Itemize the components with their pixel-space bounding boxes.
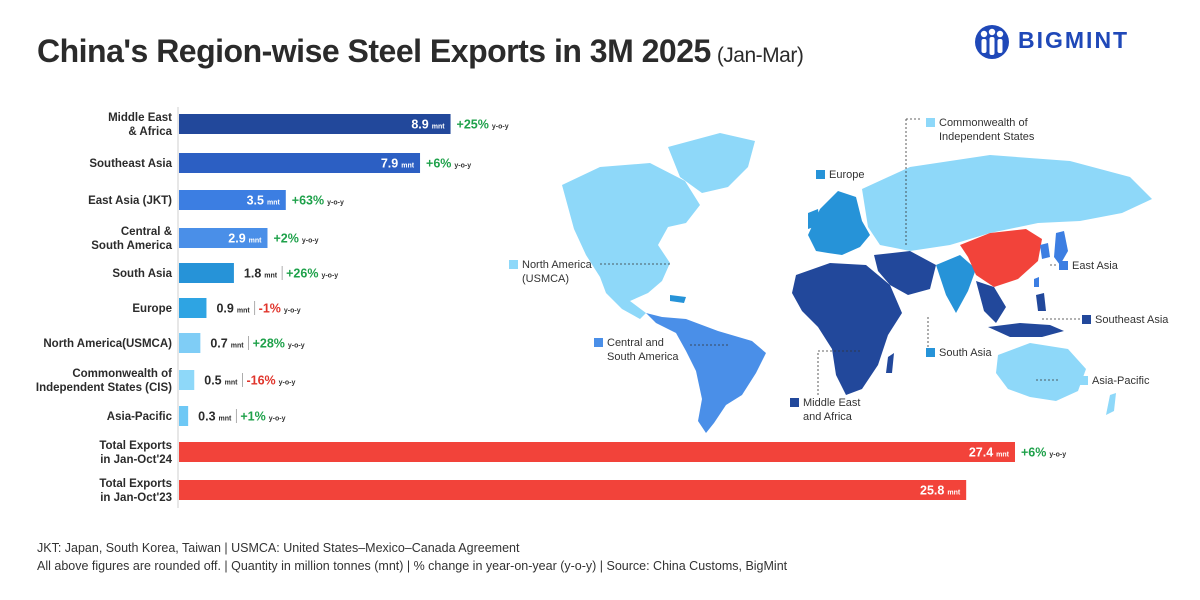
- category-label: Southeast Asia: [89, 158, 172, 170]
- category-label: Middle East & Africa: [108, 112, 173, 138]
- map-region-south-america: [646, 313, 766, 433]
- map-region-new-zealand: [1106, 393, 1116, 415]
- legend-swatch: [509, 260, 518, 269]
- value-label: 0.9 mnt: [216, 302, 250, 316]
- bar: [179, 263, 234, 283]
- change-label: +6% y-o-y: [1021, 446, 1066, 460]
- value-label: 0.7 mnt: [210, 337, 244, 351]
- title-main: China's Region-wise Steel Exports in 3M …: [37, 33, 711, 69]
- legend-swatch: [1059, 261, 1068, 270]
- category-label: Total Exports in Jan-Oct'23: [99, 478, 172, 504]
- change-label: +1% y-o-y: [240, 410, 285, 424]
- map-label-middle-east-and-africa: Middle East and Africa: [790, 396, 860, 424]
- map-region-philippines: [1036, 293, 1046, 311]
- change-label: +28% y-o-y: [253, 337, 305, 351]
- value-label: 0.3 mnt: [198, 410, 232, 424]
- map-region-europe: [808, 191, 870, 255]
- change-label: -1% y-o-y: [259, 302, 301, 316]
- value-label: 3.5 mnt: [247, 194, 281, 208]
- value-label: 25.8 mnt: [920, 484, 961, 498]
- value-label: 7.9 mnt: [381, 157, 415, 171]
- page-title: China's Region-wise Steel Exports in 3M …: [37, 33, 804, 70]
- map-region-south-asia: [936, 255, 976, 313]
- map-region-cis: [862, 155, 1152, 251]
- brand-name: BIGMINT: [1018, 27, 1130, 53]
- map-region-caribbean: [670, 295, 686, 303]
- map-label-central-and-south-america: Central and South America: [594, 336, 679, 364]
- bar: [179, 114, 451, 134]
- category-label: Europe: [132, 303, 172, 315]
- title-period: (Jan-Mar): [716, 44, 804, 67]
- change-label: +26% y-o-y: [286, 267, 338, 281]
- value-label: 0.5 mnt: [204, 374, 238, 388]
- bar: [179, 370, 195, 390]
- legend-swatch: [816, 170, 825, 179]
- map-label-east-asia: East Asia: [1059, 259, 1118, 273]
- map-region-china: [960, 229, 1042, 287]
- bar: [179, 480, 967, 500]
- change-label: +63% y-o-y: [292, 194, 344, 208]
- map-label-commonwealth-of-independent-states: Commonwealth of Independent States: [926, 116, 1034, 144]
- category-label: East Asia (JKT): [88, 195, 172, 207]
- map-region-australia: [996, 343, 1086, 401]
- category-label: South Asia: [112, 268, 172, 280]
- map-region-mexico: [600, 277, 646, 319]
- change-label: +2% y-o-y: [273, 232, 318, 246]
- bar: [179, 153, 421, 173]
- footnote-abbreviations: JKT: Japan, South Korea, Taiwan | USMCA:…: [37, 541, 520, 555]
- map-label-asia-pacific: Asia-Pacific: [1079, 374, 1149, 388]
- category-label: Central & South America: [91, 226, 172, 252]
- bar: [179, 442, 1015, 462]
- map-region-uk: [808, 209, 820, 229]
- change-label: +6% y-o-y: [426, 157, 471, 171]
- category-label: North America(USMCA): [43, 338, 172, 350]
- bar: [179, 298, 207, 318]
- map-label-north-america-usmca-: North America (USMCA): [509, 258, 592, 286]
- category-label: Asia-Pacific: [107, 411, 173, 423]
- map-region-indonesia: [988, 323, 1064, 337]
- map-label-southeast-asia: Southeast Asia: [1082, 313, 1168, 327]
- map-region-east-asia-japan: [1054, 231, 1068, 265]
- map-region-africa: [792, 263, 902, 395]
- bigmint-logo: [975, 25, 1009, 59]
- map-region-east-asia-korea: [1040, 243, 1050, 259]
- footnote-source: All above figures are rounded off. | Qua…: [37, 559, 788, 573]
- category-label: Total Exports in Jan-Oct'24: [99, 440, 172, 466]
- legend-swatch: [926, 348, 935, 357]
- legend-swatch: [1082, 315, 1091, 324]
- value-label: 2.9 mnt: [228, 232, 262, 246]
- legend-swatch: [790, 398, 799, 407]
- legend-swatch: [594, 338, 603, 347]
- category-label: Commonwealth of Independent States (CIS): [36, 368, 172, 394]
- map-label-europe: Europe: [816, 168, 864, 182]
- bar: [179, 406, 189, 426]
- legend-swatch: [926, 118, 935, 127]
- value-label: 1.8 mnt: [244, 267, 278, 281]
- value-label: 8.9 mnt: [411, 118, 445, 132]
- change-label: +25% y-o-y: [457, 118, 509, 132]
- map-region-greenland: [668, 133, 755, 193]
- bar: [179, 333, 201, 353]
- bar: [179, 190, 286, 210]
- legend-swatch: [1079, 376, 1088, 385]
- value-label: 27.4 mnt: [969, 446, 1010, 460]
- map-region-east-asia-taiwan: [1034, 277, 1039, 287]
- change-label: -16% y-o-y: [246, 374, 295, 388]
- map-region-north-america: [562, 163, 700, 301]
- map-label-south-asia: South Asia: [926, 346, 992, 360]
- map-region-southeast-asia: [976, 281, 1006, 323]
- bar: [179, 228, 268, 248]
- world-map: [562, 118, 1152, 433]
- map-region-middle-east: [874, 251, 936, 295]
- map-region-madagascar: [886, 353, 894, 373]
